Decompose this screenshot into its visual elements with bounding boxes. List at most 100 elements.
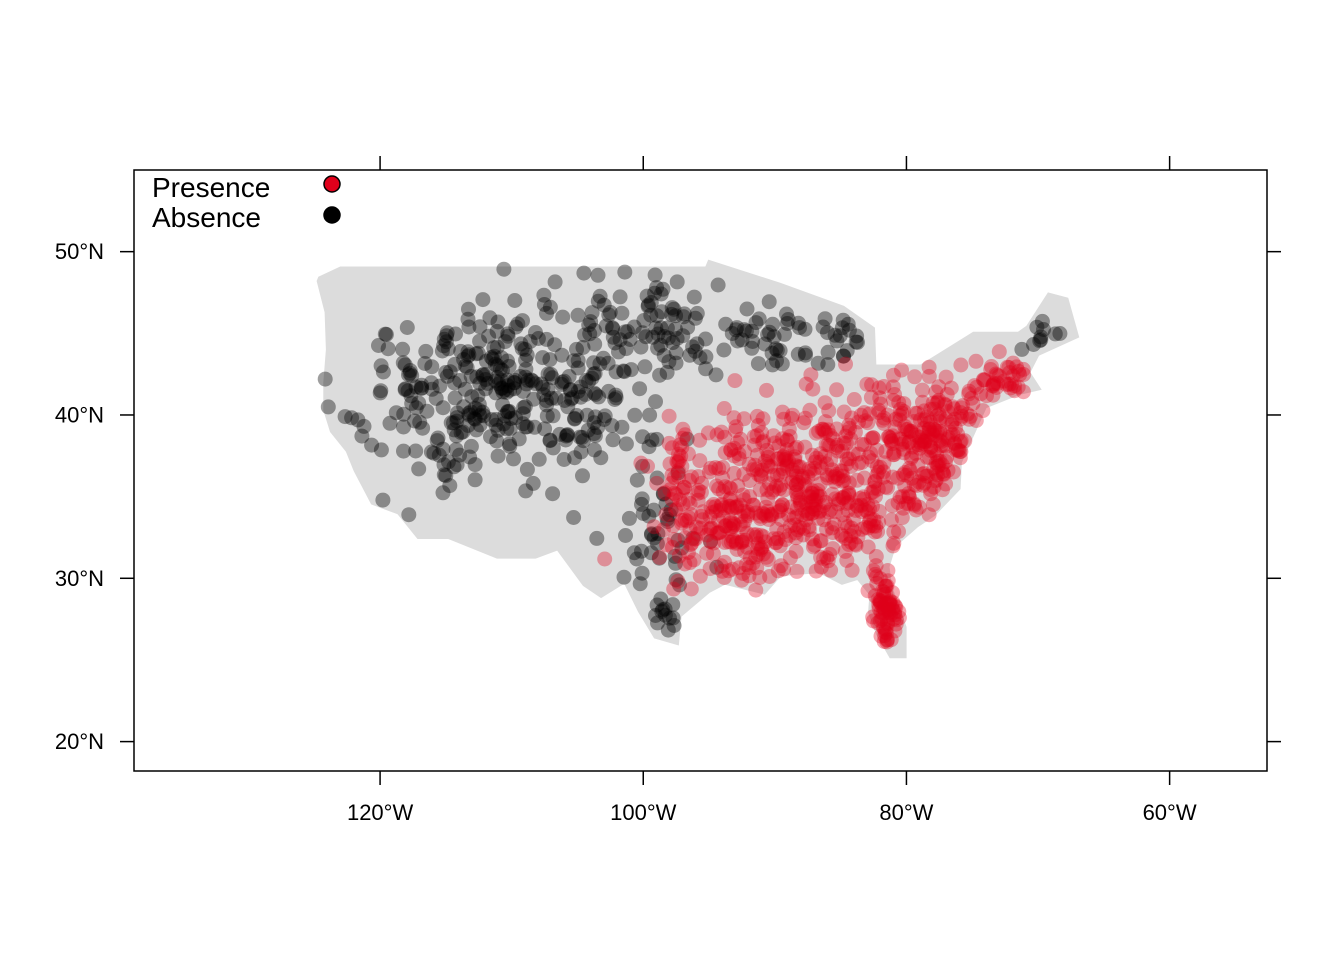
absence-points — [317, 261, 1068, 638]
absence-point — [500, 404, 516, 420]
presence-point — [690, 492, 706, 508]
presence-point — [907, 497, 922, 513]
presence-point — [708, 460, 723, 476]
absence-point — [629, 551, 645, 567]
presence-point — [892, 489, 908, 505]
absence-point — [573, 444, 589, 460]
y-tick-label: 40°N — [55, 403, 104, 428]
absence-point — [745, 334, 761, 349]
absence-point — [661, 354, 677, 370]
presence-point — [683, 506, 699, 522]
absence-point — [587, 409, 603, 425]
presence-point — [825, 525, 841, 541]
presence-point — [991, 368, 1007, 384]
presence-point — [952, 411, 968, 427]
absence-point — [447, 390, 463, 406]
presence-point — [1005, 355, 1021, 371]
presence-point — [907, 405, 923, 421]
absence-point — [434, 343, 450, 359]
presence-point — [766, 482, 782, 498]
presence-point — [735, 487, 751, 503]
absence-point — [527, 419, 543, 435]
absence-point — [651, 550, 667, 566]
absence-point — [569, 341, 584, 357]
presence-point — [890, 470, 906, 486]
presence-point — [674, 458, 690, 474]
presence-point — [671, 446, 686, 462]
presence-point — [930, 467, 946, 483]
absence-point — [632, 576, 648, 592]
absence-point — [640, 297, 656, 313]
y-tick-labels: 20°N 30°N 40°N 50°N — [55, 239, 104, 754]
presence-point — [694, 475, 710, 491]
absence-point — [655, 486, 671, 502]
presence-point — [739, 539, 755, 555]
presence-point — [952, 450, 968, 466]
presence-point — [834, 443, 850, 459]
presence-point — [896, 434, 912, 450]
absence-point — [650, 615, 665, 631]
absence-point — [488, 373, 504, 389]
presence-point — [800, 469, 816, 485]
presence-point — [841, 486, 857, 501]
absence-point — [583, 314, 599, 330]
absence-point — [523, 372, 539, 388]
presence-point — [748, 582, 764, 598]
presence-point — [837, 515, 853, 531]
absence-point — [834, 320, 850, 336]
absence-point — [779, 306, 794, 322]
presence-point — [841, 494, 857, 510]
presence-point — [738, 557, 754, 573]
absence-point — [665, 335, 681, 351]
absence-point — [438, 334, 454, 350]
absence-point — [543, 390, 559, 406]
absence-point — [618, 436, 634, 452]
presence-point — [806, 492, 822, 508]
presence-point — [899, 422, 915, 438]
absence-point — [448, 442, 464, 458]
absence-point — [611, 344, 626, 360]
presence-point — [764, 508, 780, 524]
presence-point — [881, 602, 896, 617]
absence-point — [587, 336, 603, 352]
presence-point — [770, 504, 786, 520]
absence-point — [729, 320, 745, 336]
presence-point — [953, 357, 969, 373]
presence-point — [597, 551, 613, 567]
absence-point — [669, 274, 685, 290]
presence-point — [935, 463, 950, 479]
absence-point — [577, 386, 593, 402]
presence-point — [933, 438, 949, 454]
presence-point — [729, 500, 745, 515]
presence-point — [670, 463, 686, 479]
presence-point — [952, 434, 968, 450]
absence-point — [655, 602, 671, 618]
absence-point — [587, 322, 602, 338]
absence-point — [648, 394, 663, 410]
presence-point — [928, 384, 944, 400]
presence-point — [870, 592, 886, 608]
absence-point — [401, 367, 416, 383]
presence-point — [922, 424, 937, 440]
presence-point — [863, 511, 878, 527]
absence-point — [687, 310, 703, 326]
presence-point — [846, 392, 862, 407]
presence-point — [867, 588, 883, 604]
presence-point — [748, 549, 764, 565]
presence-point — [878, 479, 894, 495]
presence-point — [922, 450, 938, 465]
absence-point — [739, 301, 755, 317]
presence-point — [891, 395, 907, 411]
presence-point — [674, 515, 690, 531]
presence-point — [801, 488, 817, 504]
presence-point — [880, 616, 896, 632]
absence-point — [750, 356, 766, 372]
presence-point — [790, 482, 806, 498]
absence-point — [517, 399, 533, 415]
presence-point — [714, 496, 730, 512]
absence-point — [530, 331, 546, 346]
presence-point — [778, 452, 793, 467]
presence-point — [760, 458, 776, 474]
presence-point — [886, 447, 902, 462]
presence-point — [722, 492, 738, 508]
